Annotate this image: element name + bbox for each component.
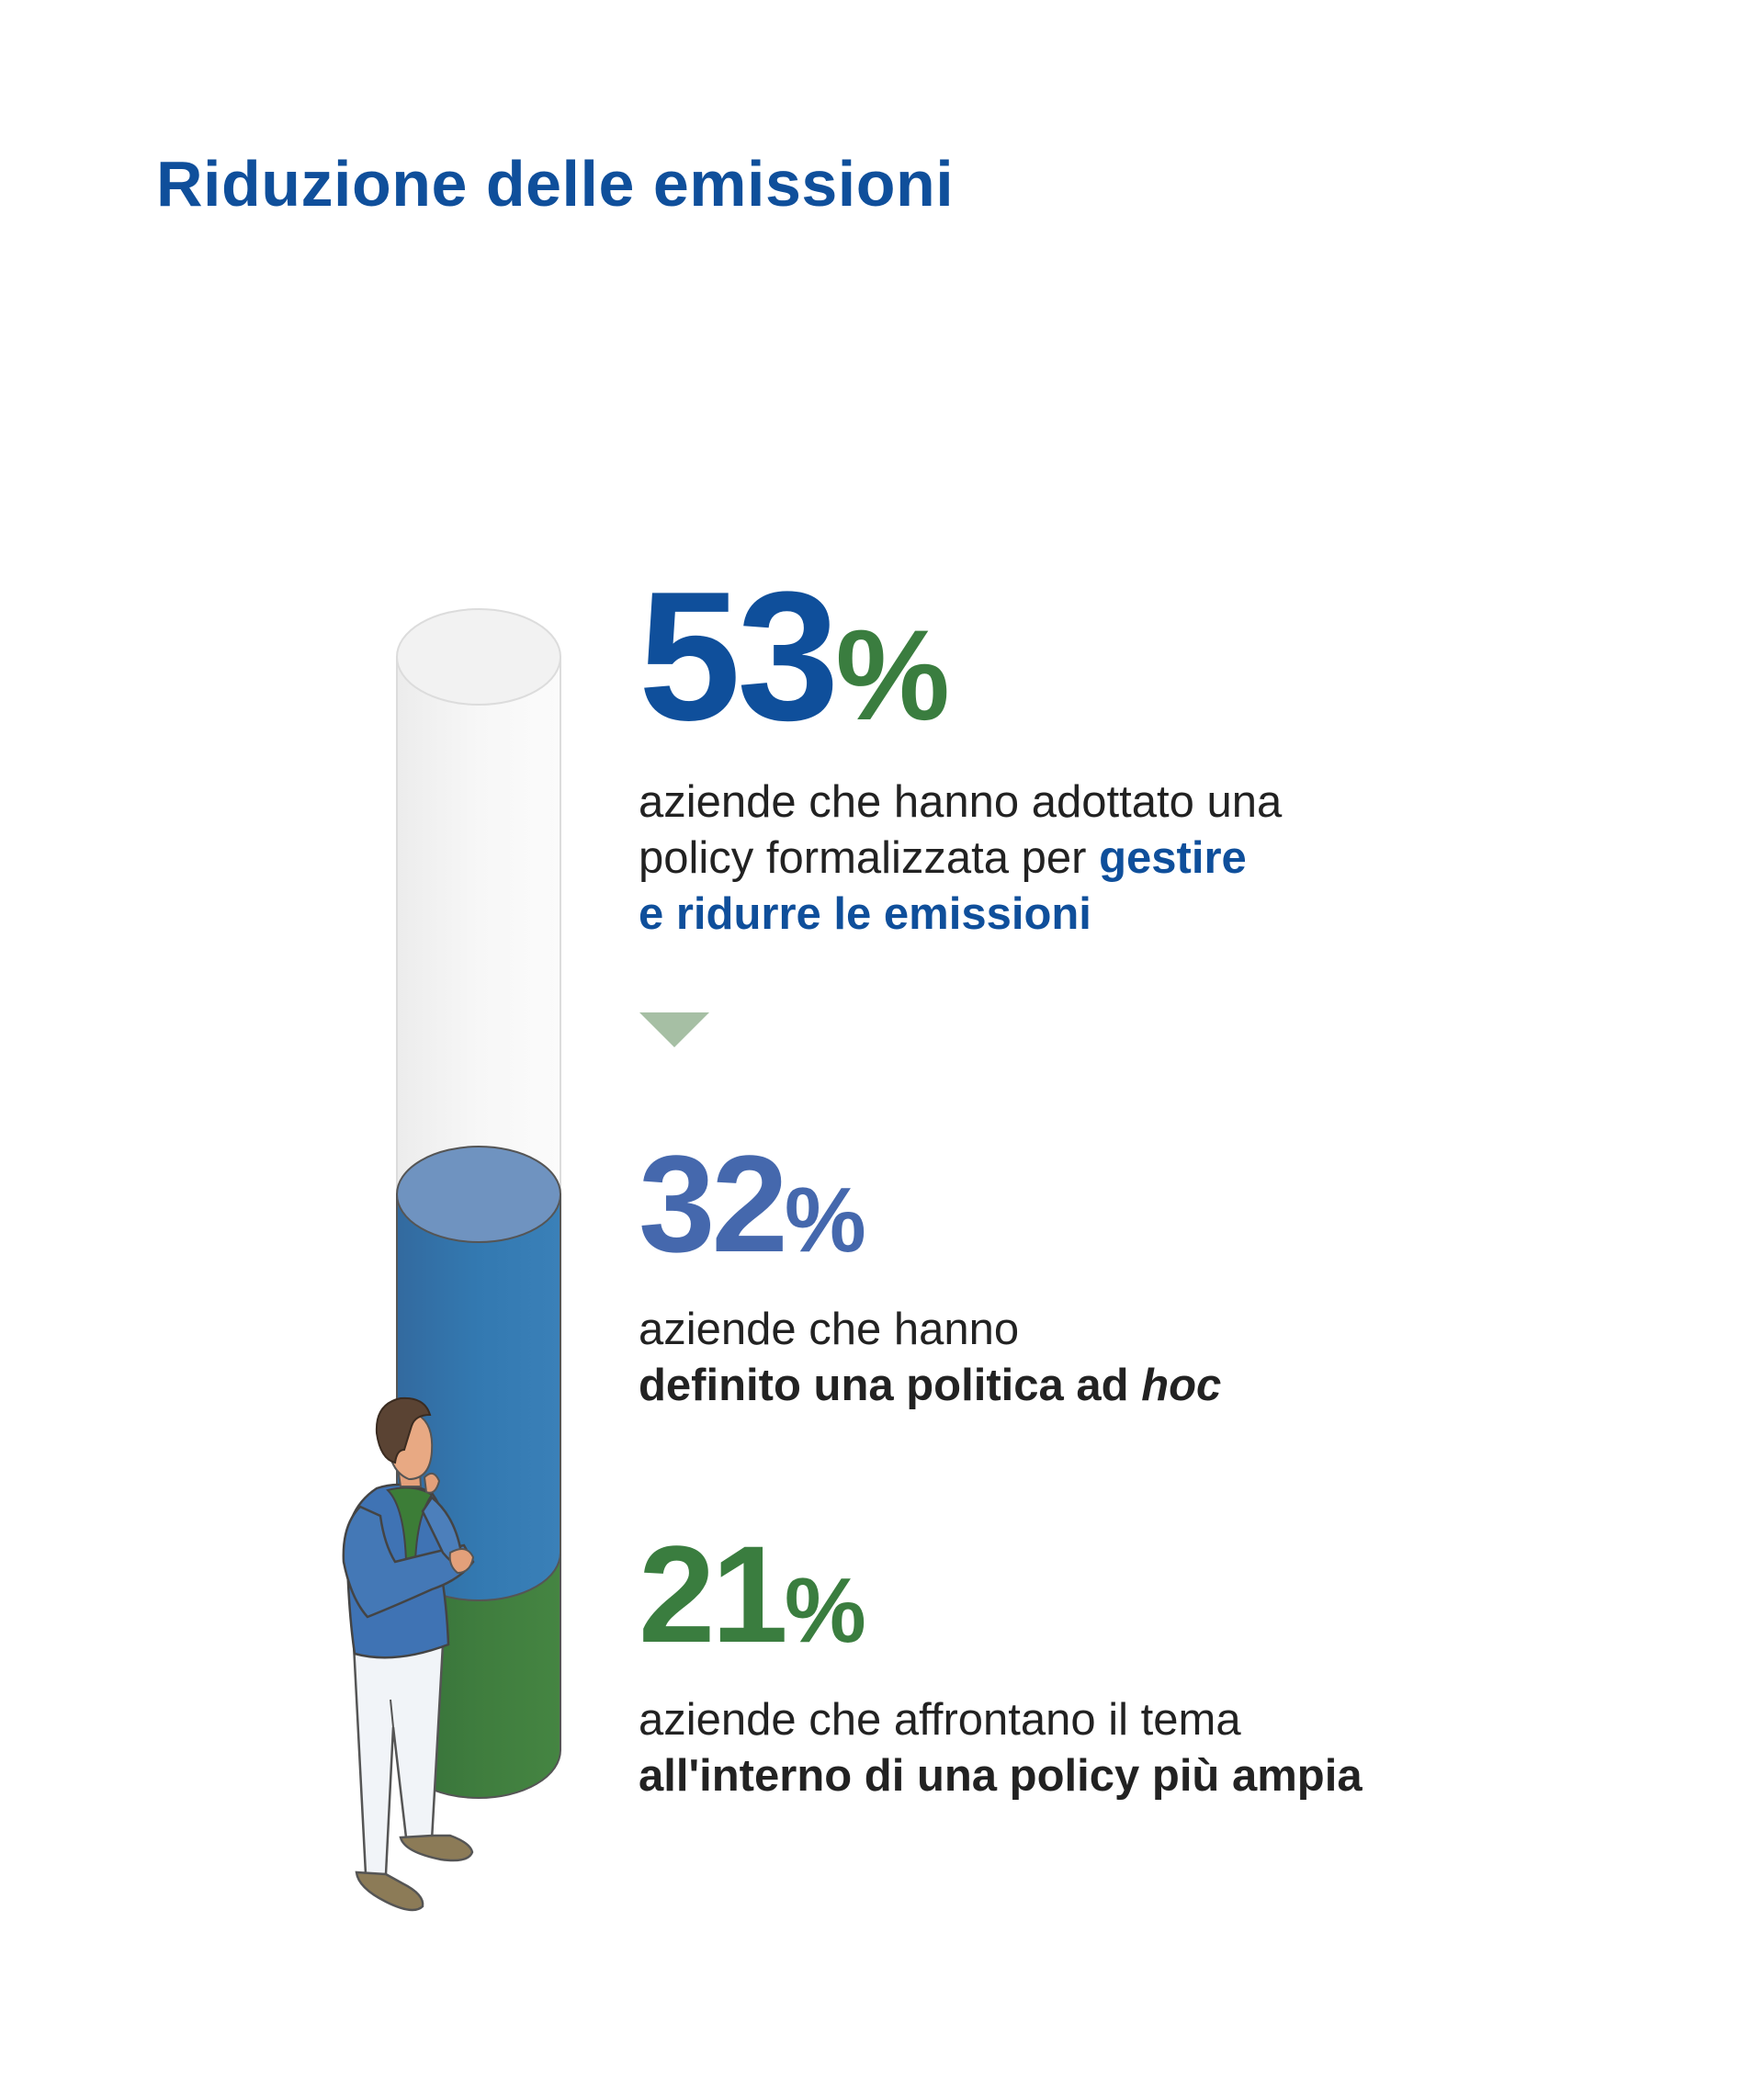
stat-number: 53 xyxy=(639,554,839,759)
desc-line: definito una politica ad hoc xyxy=(639,1358,1221,1414)
triangle-down-icon xyxy=(639,1012,709,1047)
desc-highlight: gestire xyxy=(1099,833,1247,883)
desc-line: aziende che affrontano il tema xyxy=(639,1695,1241,1745)
percent-sign: % xyxy=(835,603,950,747)
desc-line: policy formalizzata per gestire xyxy=(639,831,1282,887)
desc-italic: hoc xyxy=(1141,1361,1222,1410)
desc-line: aziende che hanno adottato una xyxy=(639,777,1283,827)
cylinder-top-cap xyxy=(396,608,561,706)
stat-description: aziende che hanno definito una politica … xyxy=(639,1302,1221,1414)
stat-description: aziende che affrontano il tema all'inter… xyxy=(639,1692,1363,1804)
stat-value: 53% xyxy=(639,565,1282,749)
thinking-person-illustration xyxy=(342,1396,475,1912)
stat-21: 21% aziende che affrontano il tema all'i… xyxy=(639,1525,1363,1804)
desc-highlight: e ridurre le emissioni xyxy=(639,889,1091,939)
stat-32: 32% aziende che hanno definito una polit… xyxy=(639,1135,1221,1414)
page-title: Riduzione delle emissioni xyxy=(156,148,955,220)
stat-value: 32% xyxy=(639,1135,1221,1272)
desc-text: policy formalizzata per xyxy=(639,833,1100,883)
stat-number: 21 xyxy=(639,1517,788,1671)
percent-sign: % xyxy=(784,1559,866,1662)
stat-53: 53% aziende che hanno adottato una polic… xyxy=(639,565,1282,943)
stat-number: 32 xyxy=(639,1126,788,1281)
desc-bold: all'interno di una policy più ampia xyxy=(639,1751,1363,1801)
bar-32-cap xyxy=(396,1146,561,1243)
stat-description: aziende che hanno adottato una policy fo… xyxy=(639,774,1282,943)
stat-value: 21% xyxy=(639,1525,1363,1663)
desc-bold: definito una politica ad xyxy=(639,1361,1142,1410)
desc-line: aziende che hanno xyxy=(639,1305,1020,1354)
percent-sign: % xyxy=(784,1169,866,1272)
